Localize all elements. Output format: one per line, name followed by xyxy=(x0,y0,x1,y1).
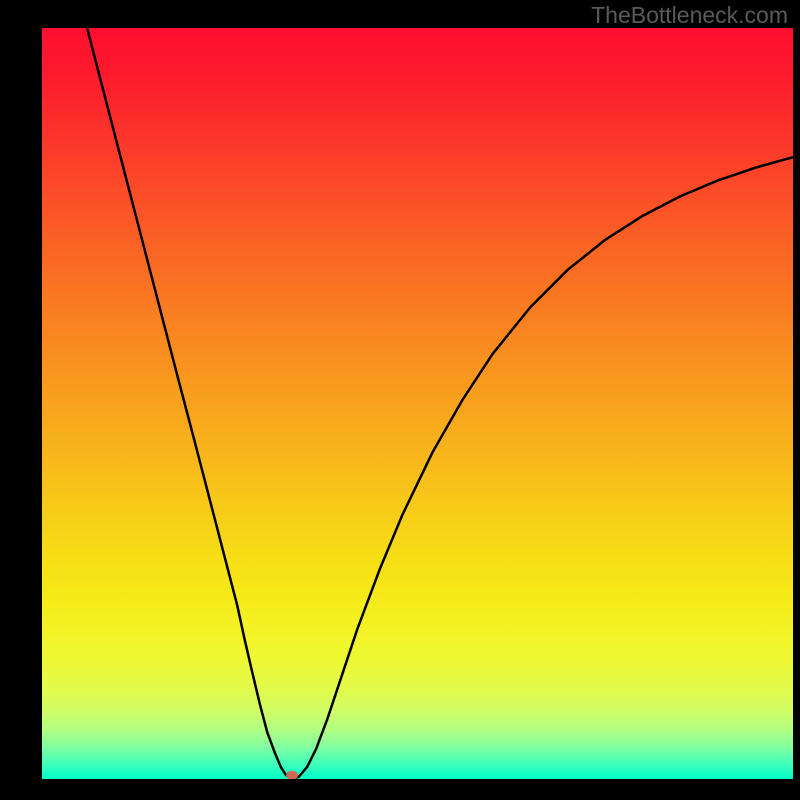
watermark-label: TheBottleneck.com xyxy=(591,2,788,29)
image-root: TheBottleneck.com xyxy=(0,0,800,800)
plot-area xyxy=(42,28,793,779)
gradient-background xyxy=(42,28,793,779)
plot-svg xyxy=(42,28,793,779)
